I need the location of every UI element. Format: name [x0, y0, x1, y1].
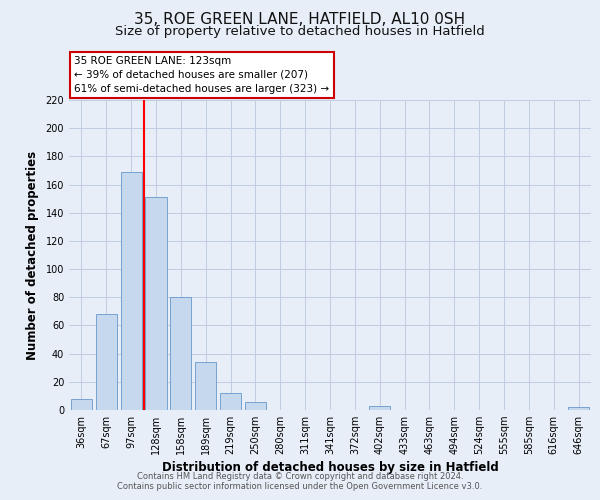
Bar [71, 398, 92, 410]
Bar [220, 393, 241, 410]
Y-axis label: Number of detached properties: Number of detached properties [26, 150, 38, 360]
Bar [195, 362, 216, 410]
Text: Contains public sector information licensed under the Open Government Licence v3: Contains public sector information licen… [118, 482, 482, 491]
Text: Contains HM Land Registry data © Crown copyright and database right 2024.: Contains HM Land Registry data © Crown c… [137, 472, 463, 481]
Bar [245, 402, 266, 410]
Bar [121, 172, 142, 410]
Bar [568, 407, 589, 410]
Bar [170, 298, 191, 410]
Text: 35 ROE GREEN LANE: 123sqm
← 39% of detached houses are smaller (207)
61% of semi: 35 ROE GREEN LANE: 123sqm ← 39% of detac… [74, 56, 329, 94]
Text: Size of property relative to detached houses in Hatfield: Size of property relative to detached ho… [115, 25, 485, 38]
Bar [96, 314, 117, 410]
X-axis label: Distribution of detached houses by size in Hatfield: Distribution of detached houses by size … [161, 462, 499, 474]
Bar [369, 406, 390, 410]
Text: 35, ROE GREEN LANE, HATFIELD, AL10 0SH: 35, ROE GREEN LANE, HATFIELD, AL10 0SH [134, 12, 466, 28]
Bar [145, 197, 167, 410]
